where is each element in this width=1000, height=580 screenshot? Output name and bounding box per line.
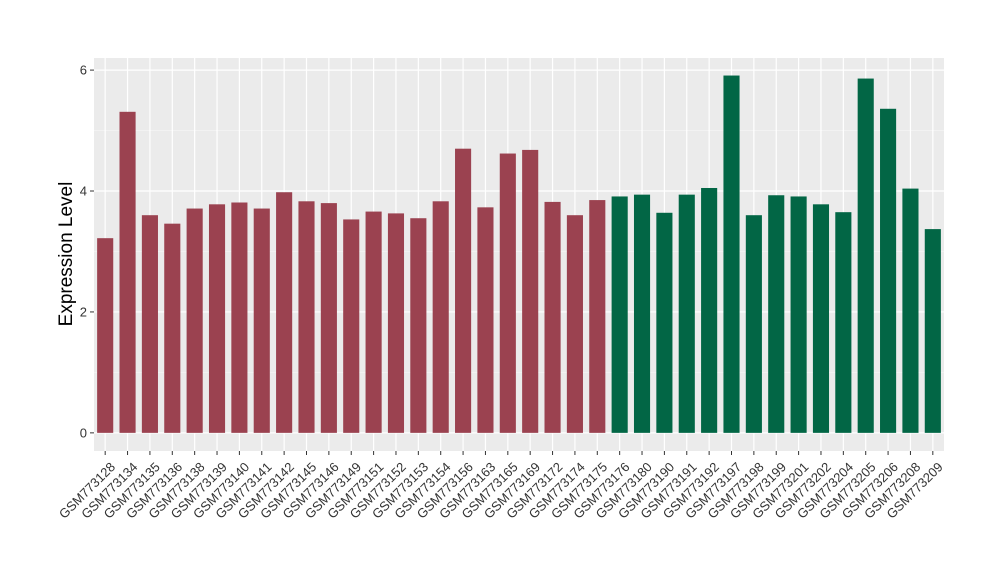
bar-GSM773135: [141, 215, 158, 433]
y-tick-label: 2: [80, 304, 87, 319]
bar-GSM773146: [320, 203, 337, 433]
bar-GSM773206: [880, 108, 897, 433]
bar-GSM773202: [812, 204, 830, 433]
bar-GSM773208: [902, 188, 919, 433]
y-tick-label: 4: [80, 184, 87, 199]
bar-GSM773209: [924, 229, 941, 433]
bar-GSM773139: [208, 204, 226, 433]
bar-GSM773136: [164, 223, 181, 433]
bar-GSM773201: [790, 196, 807, 433]
bar-GSM773192: [701, 187, 718, 433]
bar-GSM773154: [432, 201, 449, 433]
bar-GSM773156: [455, 148, 472, 433]
bar-GSM773197: [723, 75, 740, 433]
bar-GSM773172: [544, 201, 561, 433]
y-tick-label: 0: [80, 425, 87, 440]
bar-GSM773205: [857, 78, 874, 433]
bar-GSM773138: [186, 208, 203, 433]
bar-GSM773180: [633, 194, 651, 433]
bar-GSM773204: [835, 212, 852, 433]
bar-GSM773176: [611, 196, 628, 433]
bar-GSM773151: [365, 211, 382, 433]
y-axis: 0 2 4 6: [80, 63, 94, 440]
bar-GSM773134: [119, 111, 136, 433]
bar-GSM773142: [276, 192, 293, 433]
y-tick-label: 6: [80, 63, 87, 78]
bar-GSM773165: [499, 153, 516, 433]
bar-GSM773169: [522, 149, 539, 433]
bar-GSM773153: [410, 218, 427, 433]
bar-GSM773175: [589, 200, 606, 433]
bar-GSM773128: [97, 238, 114, 433]
bar-GSM773190: [656, 212, 673, 433]
bar-GSM773198: [745, 215, 762, 433]
bar-GSM773140: [231, 202, 248, 433]
y-axis-title: Expression Level: [56, 182, 77, 327]
x-axis: GSM773128GSM773134GSM773135GSM773136GSM7…: [56, 451, 946, 522]
bar-GSM773191: [678, 194, 695, 433]
bar-GSM773174: [566, 215, 583, 433]
bar-GSM773145: [298, 201, 315, 433]
bar-GSM773199: [768, 195, 785, 433]
bar-GSM773149: [343, 219, 360, 433]
bar-GSM773163: [477, 207, 494, 433]
bars-group: [97, 75, 941, 433]
bar-GSM773141: [253, 208, 270, 433]
bar-GSM773152: [387, 213, 405, 433]
